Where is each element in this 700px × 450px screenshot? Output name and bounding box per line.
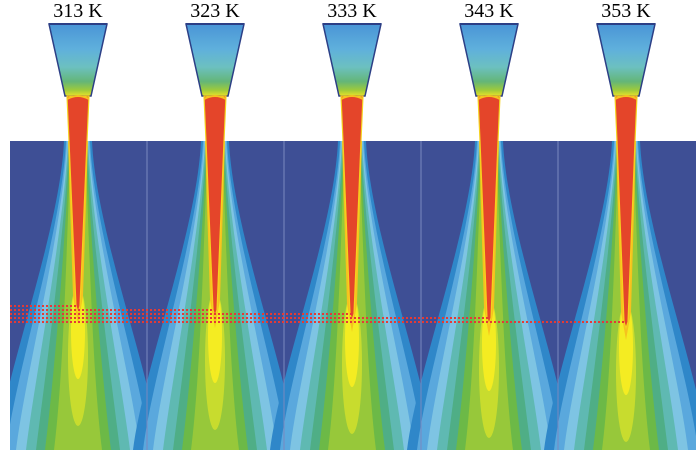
- core-meniscus: [614, 95, 638, 100]
- temperature-label-333-k: 333 K: [327, 0, 377, 22]
- contour-band: [482, 295, 496, 391]
- core-meniscus: [66, 95, 90, 100]
- temperature-label-323-k: 323 K: [190, 0, 240, 22]
- temperature-label-313-k: 313 K: [53, 0, 103, 22]
- liquid-core-333-k: [340, 95, 364, 322]
- core-meniscus: [203, 95, 227, 100]
- core-meniscus: [477, 95, 501, 100]
- core-meniscus: [340, 95, 364, 100]
- nozzle-333-k: [322, 23, 382, 97]
- temperature-label-353-k: 353 K: [601, 0, 651, 22]
- liquid-core-353-k: [614, 95, 638, 330]
- temperature-label-343-k: 343 K: [464, 0, 514, 22]
- nozzle-343-k: [459, 23, 519, 97]
- contour-band: [345, 291, 359, 387]
- nozzle-353-k: [596, 23, 656, 97]
- nozzle-313-k: [48, 23, 108, 97]
- nozzle-323-k: [185, 23, 245, 97]
